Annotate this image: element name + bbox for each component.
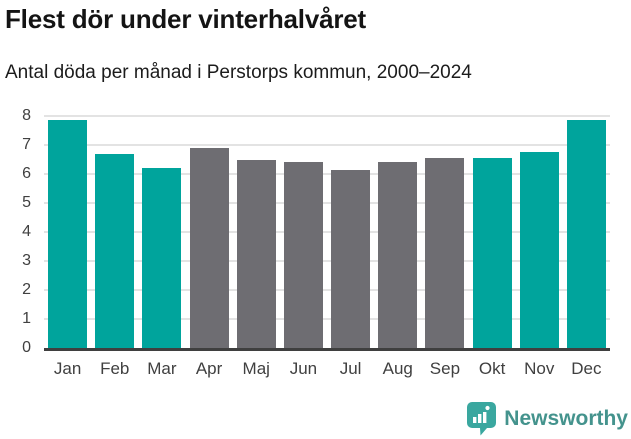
gridline-y-2 (44, 289, 610, 291)
gridline-y-3 (44, 260, 610, 262)
page-title: Flest dör under vinterhalvåret (5, 4, 366, 34)
bar-maj (236, 159, 276, 348)
gridline-y-8 (44, 115, 610, 117)
x-tick-label-feb: Feb (100, 359, 130, 378)
bar-mar (142, 168, 182, 348)
bar-jun (283, 162, 323, 348)
bar-sep (425, 158, 465, 348)
y-tick-label-3: 3 (22, 252, 31, 269)
x-tick-label-okt: Okt (478, 359, 506, 378)
x-tick-label-nov: Nov (524, 359, 555, 378)
x-tick-label-dec: Dec (571, 359, 602, 378)
x-tick-label-sep: Sep (429, 359, 461, 378)
y-tick-label-8: 8 (22, 107, 31, 124)
y-tick-label-0: 0 (22, 339, 31, 356)
gridline-y-5 (44, 202, 610, 204)
y-tick-label-7: 7 (22, 136, 31, 153)
x-tick-label-jun: Jun (289, 359, 318, 378)
bar-dec (566, 120, 606, 348)
y-tick-label-2: 2 (22, 281, 31, 298)
bar-apr (189, 147, 229, 348)
bar-nov (519, 152, 559, 348)
gridline-y-1 (44, 318, 610, 320)
bar-okt (472, 158, 512, 348)
bar-chart-plot-area: 0 1 2 3 4 5 6 7 8 Jan Feb Mar Apr Maj Jun Jul Aug Sep Okt N… (22, 107, 610, 378)
y-tick-label-1: 1 (22, 310, 31, 327)
newsworthy-logo-icon[interactable] (466, 401, 497, 436)
chart-subtitle: Antal döda per månad i Perstorps kommun,… (5, 62, 472, 83)
gridline-y-7 (44, 144, 610, 146)
x-tick-label-mar: Mar (147, 359, 177, 378)
x-tick-label-aug: Aug (382, 359, 413, 378)
y-tick-label-4: 4 (22, 223, 31, 240)
bar-jan (48, 120, 88, 348)
x-tick-label-jan: Jan (53, 359, 82, 378)
x-tick-label-apr: Apr (195, 359, 223, 378)
y-tick-label-6: 6 (22, 165, 31, 182)
gridline-y-4 (44, 231, 610, 233)
y-tick-label-5: 5 (22, 194, 31, 211)
bar-aug (378, 162, 418, 348)
brand-name[interactable]: Newsworthy (504, 406, 628, 430)
gridline-y-6 (44, 173, 610, 175)
bar-jul (331, 169, 371, 348)
x-axis-line (44, 348, 610, 351)
brand-footer: Newsworthy (466, 401, 628, 436)
x-tick-label-maj: Maj (242, 359, 270, 378)
bar-feb (95, 153, 135, 348)
x-tick-label-jul: Jul (339, 359, 362, 378)
